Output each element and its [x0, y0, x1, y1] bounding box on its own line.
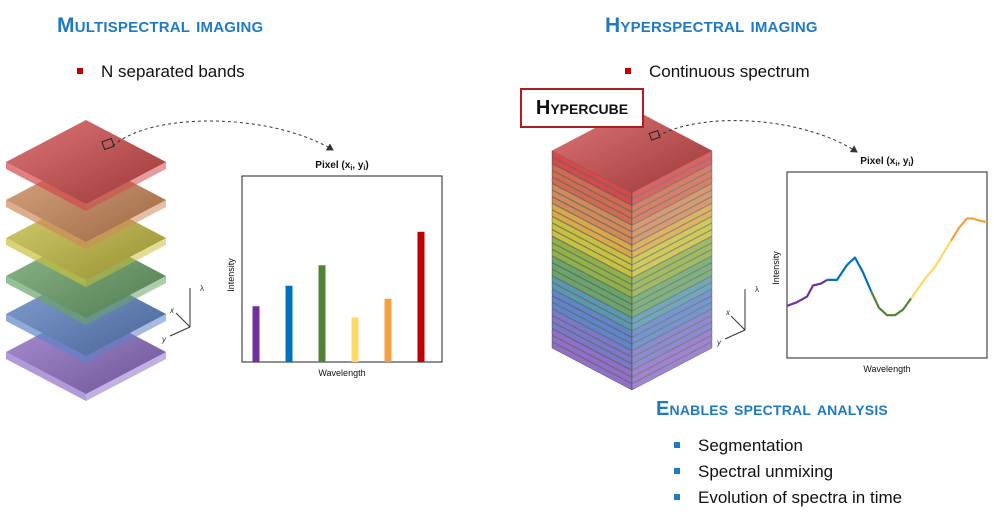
plot-xlabel: Wavelength [863, 364, 910, 374]
plot-frame [786, 171, 988, 359]
hypercube-slice [551, 255, 713, 305]
axes-icon [169, 288, 191, 337]
hypercube-slice [551, 242, 713, 292]
hypercube-slice [551, 222, 713, 272]
hypercube-slice [551, 295, 713, 345]
hypercube-slice [551, 341, 713, 391]
hypercube-slice [551, 209, 713, 259]
pixel-link-arrow [112, 120, 334, 151]
spectral-band [6, 120, 166, 211]
spectrum-line-segment [950, 217, 988, 242]
intensity-bar [417, 231, 425, 362]
hypercube-slice [551, 288, 713, 338]
intensity-bar [351, 317, 359, 362]
hyperspectral-bullet: Continuous spectrum [625, 62, 810, 82]
analysis-item: Segmentation [674, 436, 803, 456]
hypercube-slice [551, 262, 713, 312]
intensity-bar [318, 265, 326, 362]
hypercube-slice [551, 335, 713, 384]
hyperspectral-heading: Hyperspectral imaging [605, 14, 818, 37]
bullet-square-icon [674, 467, 680, 474]
spectrum-line-segment [827, 256, 873, 292]
multispectral-bullet-text: N separated bands [101, 62, 245, 81]
pixel-link-arrow [657, 120, 858, 153]
axis-z-label: λ [200, 284, 204, 293]
multispectral-plot: Pixel (xi, yi) Wavelength Intensity [226, 160, 443, 378]
plot-title: Pixel (xi, yi) [860, 156, 913, 168]
hypercube-slice [551, 229, 713, 279]
analysis-heading: Enables spectral analysis [656, 398, 888, 420]
spectrum-line-segment [910, 240, 952, 300]
hypercube-slice [551, 302, 713, 351]
hypercube-slice [551, 275, 713, 325]
hypercube-slice [551, 249, 713, 298]
multispectral-bullet: N separated bands [77, 62, 245, 82]
plot-ylabel: Intensity [226, 258, 236, 292]
hypercube-slice [551, 170, 713, 219]
plot-frame [241, 175, 443, 363]
axis-x-label: x [725, 308, 731, 317]
hypercube-slice [551, 328, 713, 378]
axis-y-label: y [716, 338, 722, 347]
hypercube-slice [551, 321, 713, 371]
hypercube-slice [551, 203, 713, 252]
analysis-item-text: Evolution of spectra in time [698, 488, 903, 507]
hypercube-slice [551, 176, 713, 226]
axes-icon [724, 289, 746, 340]
bullet-square-icon [625, 67, 631, 74]
spectrum-line-segment [870, 290, 912, 317]
analysis-item-text: Spectral unmixing [698, 462, 834, 481]
multispectral-band-stack [6, 120, 166, 401]
multispectral-heading: Multispectral imaging [57, 14, 264, 37]
hypercube-stack [551, 108, 713, 391]
hypercube-slice [551, 108, 713, 199]
analysis-item: Spectral unmixing [674, 462, 833, 482]
hypercube-slice [551, 282, 713, 331]
hypercube-slice [551, 216, 713, 265]
axis-y-label: y [161, 335, 167, 344]
plot-title: Pixel (xi, yi) [315, 160, 368, 172]
analysis-item: Evolution of spectra in time [674, 488, 902, 508]
intensity-bar [285, 285, 293, 362]
bullet-square-icon [674, 441, 680, 448]
pixel-marker-icon [101, 137, 115, 151]
hypercube-slice [551, 315, 713, 364]
hypercube-label: Hypercube [520, 88, 644, 128]
hypercube-slice [551, 156, 713, 206]
hypercube-slice [551, 269, 713, 318]
analysis-item-text: Segmentation [698, 436, 803, 455]
plot-ylabel: Intensity [771, 251, 781, 285]
hyperspectral-plot: Pixel (xi, yi) Wavelength Intensity [771, 156, 988, 374]
axis-x-label: x [169, 306, 175, 315]
hypercube-slice [551, 236, 713, 285]
hypercube-slice [551, 183, 713, 232]
spectrum-line-segment [786, 278, 828, 307]
bullet-square-icon [674, 493, 680, 500]
bullet-square-icon [77, 67, 83, 74]
axis-z-label: λ [755, 285, 759, 294]
intensity-bar [384, 298, 392, 362]
intensity-bar [252, 306, 260, 362]
hypercube-slice [551, 196, 713, 246]
hypercube-slice [551, 308, 713, 358]
hypercube-slice [551, 163, 713, 213]
pixel-marker-icon [648, 129, 661, 141]
hypercube-slice [551, 189, 713, 239]
plot-xlabel: Wavelength [318, 368, 365, 378]
hyperspectral-bullet-text: Continuous spectrum [649, 62, 810, 81]
